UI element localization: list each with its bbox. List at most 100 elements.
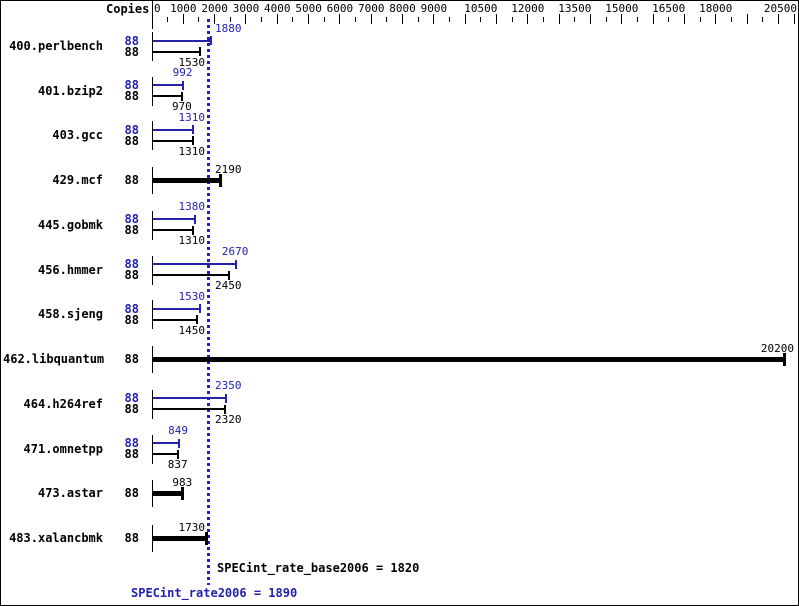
axis-major-tick	[652, 14, 654, 24]
single-bar-endcap	[204, 531, 208, 545]
axis-tick-label: 8000	[389, 2, 416, 15]
single-value-label: 1730	[178, 521, 206, 535]
axis-major-tick	[433, 14, 435, 24]
axis-major-tick	[621, 14, 623, 24]
single-value-label: 2190	[214, 163, 242, 177]
benchmark-name: 403.gcc	[52, 128, 103, 143]
base-value-label: 1530	[178, 55, 206, 69]
bar-baseline	[152, 525, 153, 553]
peak-value-label: 1880	[214, 21, 242, 35]
peak-bar-endcap	[182, 80, 185, 90]
axis-major-tick	[214, 14, 216, 24]
base-copies-value: 88	[124, 268, 139, 283]
base-bar-endcap	[198, 47, 201, 56]
bar-baseline	[152, 76, 153, 106]
axis-major-tick	[245, 14, 247, 24]
peak-bar	[153, 128, 194, 131]
single-bar	[153, 356, 785, 362]
axis-tick-label: 18000	[699, 2, 733, 15]
base-copies-value: 88	[124, 312, 139, 327]
axis-major-tick	[683, 14, 685, 24]
axis-minor-tick	[449, 17, 450, 22]
copies-value: 88	[124, 531, 139, 546]
axis-major-tick	[715, 14, 717, 24]
base-bar	[153, 95, 183, 98]
base-copies-value: 88	[124, 89, 139, 104]
peak-value-label: 2350	[214, 379, 242, 393]
bar-baseline	[152, 121, 153, 151]
peak-bar-endcap	[234, 259, 237, 269]
axis-minor-tick	[511, 17, 513, 22]
bar-baseline	[152, 389, 153, 419]
axis-tick-label: 0	[154, 2, 161, 15]
peak-value-label: 849	[168, 424, 189, 438]
base-value-label: 1310	[178, 234, 206, 248]
bar-baseline	[152, 210, 153, 240]
single-value-label: 983	[172, 476, 193, 490]
axis-minor-tick	[636, 17, 638, 22]
benchmark-name: 456.hmmer	[37, 262, 103, 277]
base-copies-value: 88	[124, 447, 139, 462]
peak-bar-endcap	[177, 438, 180, 448]
axis-tick-label: 10500	[464, 2, 498, 15]
bar-baseline	[152, 32, 153, 61]
single-value-label: 20200	[760, 342, 795, 356]
base-bar-endcap	[192, 225, 195, 235]
axis-tick-label: 6000	[326, 2, 354, 15]
base-copies-value: 88	[124, 402, 139, 417]
axis-tick-label: 7000	[357, 2, 385, 15]
axis-minor-tick	[480, 17, 482, 22]
peak-bar-endcap	[209, 36, 212, 45]
bar-baseline	[152, 346, 153, 374]
copies-value: 88	[124, 173, 139, 188]
axis-minor-tick	[167, 17, 169, 22]
peak-bar	[153, 307, 200, 310]
axis-major-tick	[370, 14, 372, 24]
base-bar-endcap	[223, 404, 226, 414]
axis-major-tick	[558, 14, 560, 24]
axis-major-tick	[793, 14, 795, 24]
axis-minor-tick	[355, 17, 357, 22]
axis-major-tick	[464, 14, 466, 24]
peak-copies-value: 88	[124, 212, 139, 227]
benchmark-name: 471.omnetpp	[23, 441, 103, 456]
axis-minor-tick	[699, 17, 701, 22]
base-bar	[153, 50, 200, 53]
peak-bar	[153, 84, 184, 87]
base-bar	[153, 229, 194, 232]
axis-minor-tick	[762, 17, 764, 22]
copies-value: 88	[124, 486, 139, 501]
axis-minor-tick	[292, 17, 294, 22]
base-score-label: SPECint_rate_base2006 = 1820	[217, 561, 420, 575]
axis-tick-label: 9000	[420, 2, 448, 15]
base-bar	[153, 408, 225, 411]
peak-bar	[153, 442, 179, 445]
peak-value-label: 2670	[221, 245, 249, 259]
peak-copies-value: 88	[124, 391, 139, 406]
axis-tick-label: 20500	[763, 2, 798, 15]
peak-bar-endcap	[224, 393, 227, 403]
peak-bar	[153, 397, 226, 400]
axis-minor-tick	[605, 17, 607, 22]
header-separator-line	[152, 1, 153, 29]
axis-minor-tick	[668, 17, 670, 22]
base-value-label: 970	[171, 100, 192, 114]
axis-tick-label: 2000	[201, 2, 228, 15]
peak-bar	[153, 263, 236, 266]
base-value-label: 2320	[214, 413, 242, 427]
axis-minor-tick	[229, 17, 231, 22]
axis-minor-tick	[574, 17, 576, 22]
axis-major-tick	[308, 14, 310, 24]
axis-major-tick	[777, 14, 779, 24]
axis-tick-label: 3000	[232, 2, 260, 15]
axis-major-tick	[746, 14, 748, 24]
base-value-label: 1450	[178, 323, 206, 337]
benchmark-name: 464.h264ref	[23, 396, 103, 411]
axis-minor-tick	[730, 17, 732, 22]
benchmark-name: 400.perlbench	[9, 39, 103, 53]
axis-tick-label: 16500	[652, 2, 686, 15]
base-score-dotted-line	[207, 19, 211, 585]
peak-bar	[153, 218, 196, 221]
bar-baseline	[152, 480, 153, 508]
